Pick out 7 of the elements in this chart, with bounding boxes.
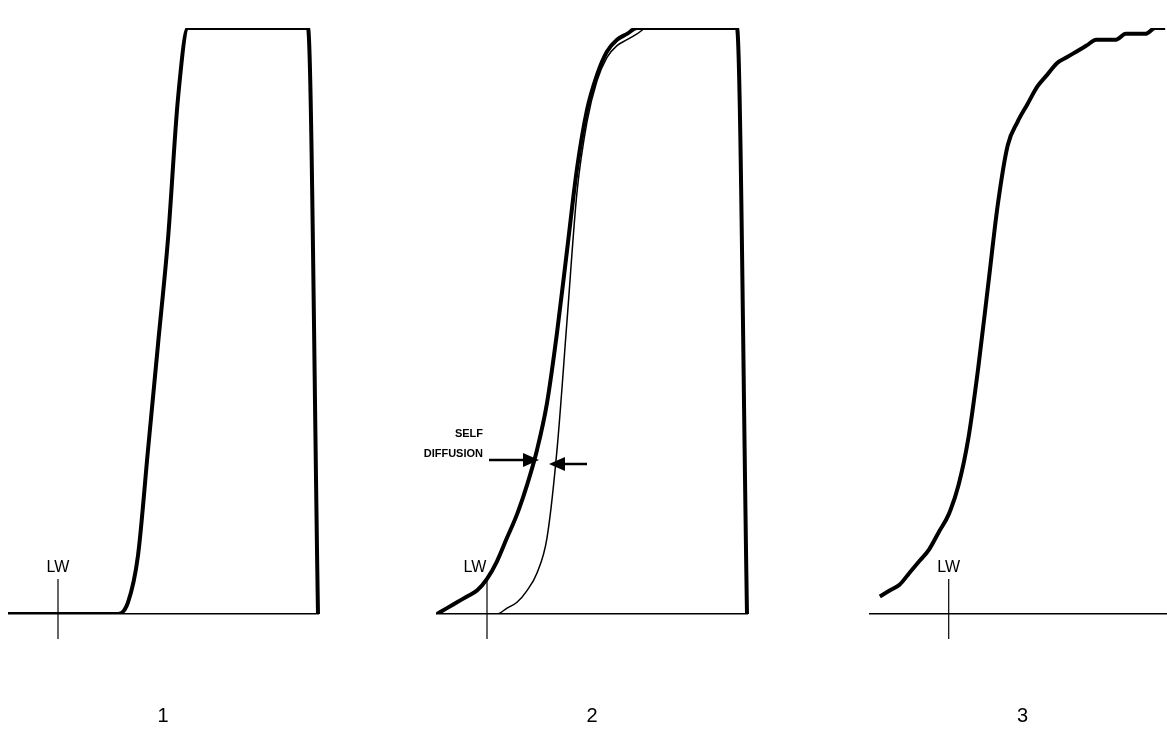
annotation: SELF DIFFUSION [423, 426, 484, 459]
text: 2 [586, 703, 598, 726]
text: 1 [157, 703, 169, 726]
text: 3 [1016, 703, 1029, 726]
annotation: LW [937, 558, 962, 575]
annotation: LW [463, 558, 488, 575]
annotation: LW [46, 558, 71, 575]
